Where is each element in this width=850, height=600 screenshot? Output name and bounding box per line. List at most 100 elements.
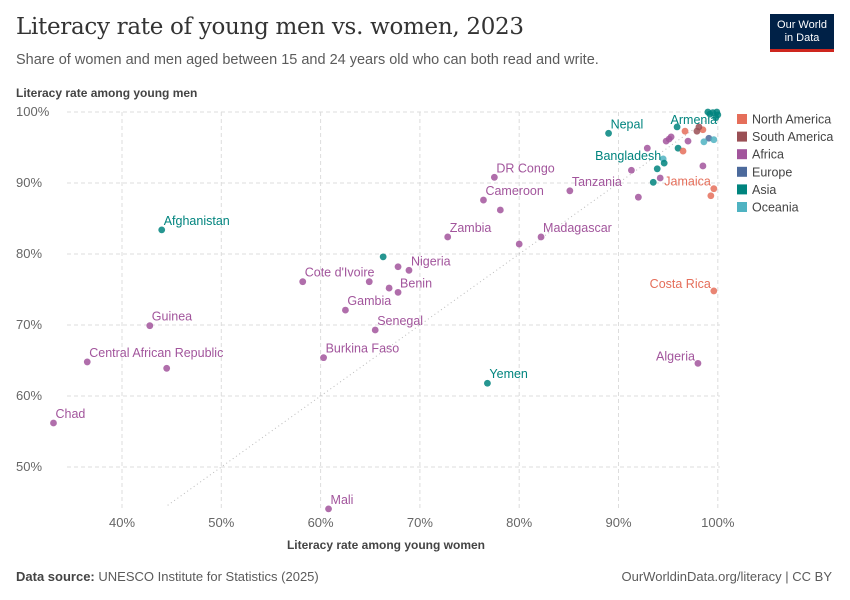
data-point[interactable] — [643, 144, 651, 152]
data-source: Data source: UNESCO Institute for Statis… — [16, 569, 319, 584]
data-point[interactable] — [634, 193, 642, 201]
point-label: Senegal — [377, 314, 423, 328]
data-point[interactable] — [656, 174, 664, 182]
x-tick-label: 50% — [208, 515, 234, 530]
point-label: DR Congo — [496, 161, 554, 175]
point-label: Burkina Faso — [326, 342, 400, 356]
data-point[interactable] — [385, 284, 393, 292]
data-point[interactable] — [679, 147, 687, 155]
data-point[interactable] — [673, 123, 681, 131]
data-point[interactable] — [710, 185, 718, 193]
data-point[interactable] — [490, 173, 498, 181]
legend-swatch — [737, 131, 747, 142]
data-point[interactable] — [496, 206, 504, 214]
owid-logo[interactable]: Our World in Data — [770, 14, 834, 52]
legend-item[interactable]: Africa — [752, 148, 784, 162]
legend-swatch — [737, 166, 747, 177]
data-point[interactable] — [628, 166, 635, 174]
data-point[interactable] — [299, 278, 307, 286]
data-point[interactable] — [325, 505, 332, 513]
data-point[interactable] — [444, 233, 452, 241]
data-point[interactable] — [667, 133, 675, 141]
x-tick-label: 70% — [407, 515, 433, 530]
data-point[interactable] — [660, 159, 668, 167]
y-tick-label: 100% — [16, 104, 50, 119]
data-point[interactable] — [700, 138, 708, 146]
point-label: Tanzania — [572, 175, 622, 189]
legend-swatch — [737, 149, 747, 160]
point-label: Guinea — [152, 310, 192, 324]
data-point[interactable] — [710, 287, 718, 295]
data-point[interactable] — [342, 306, 349, 314]
point-label: Chad — [55, 407, 85, 421]
data-point[interactable] — [158, 226, 166, 234]
legend-item[interactable]: Europe — [752, 165, 792, 179]
point-label: Jamaica — [664, 175, 711, 189]
reference-line-y-equals-x — [167, 111, 719, 506]
data-point[interactable] — [50, 419, 57, 427]
data-point[interactable] — [712, 114, 720, 122]
data-point[interactable] — [515, 240, 523, 248]
point-label: Benin — [400, 276, 432, 290]
logo-line-1: Our World — [777, 19, 827, 31]
data-point[interactable] — [371, 326, 379, 334]
x-tick-label: 90% — [605, 515, 631, 530]
data-point[interactable] — [537, 233, 545, 241]
chart-subtitle: Share of women and men aged between 15 a… — [16, 52, 599, 68]
data-point[interactable] — [379, 253, 387, 261]
source-label: Data source: — [16, 569, 95, 584]
x-tick-label: 60% — [308, 515, 334, 530]
point-label: Central African Republic — [89, 346, 223, 360]
data-point[interactable] — [695, 123, 703, 131]
data-point[interactable] — [649, 178, 657, 186]
point-label: Bangladesh — [595, 149, 661, 163]
point-label: Costa Rica — [650, 277, 711, 291]
y-tick-label: 50% — [16, 459, 42, 474]
point-label: Afghanistan — [164, 214, 230, 228]
y-tick-label: 70% — [16, 317, 42, 332]
legend-item[interactable]: Oceania — [752, 201, 799, 215]
data-point[interactable] — [83, 358, 91, 366]
source-text[interactable]: UNESCO Institute for Statistics (2025) — [98, 569, 319, 584]
point-label: Gambia — [347, 294, 391, 308]
data-point[interactable] — [405, 266, 413, 274]
data-point[interactable] — [653, 165, 661, 173]
legend-swatch — [737, 114, 747, 124]
data-point[interactable] — [605, 129, 612, 137]
data-point[interactable] — [707, 192, 715, 200]
point-label: Cameroon — [485, 184, 543, 198]
data-point[interactable] — [684, 137, 692, 145]
data-point[interactable] — [699, 162, 707, 170]
data-point[interactable] — [394, 288, 402, 296]
x-axis-label: Literacy rate among young women — [287, 538, 485, 552]
data-point[interactable] — [365, 278, 373, 286]
chart-title: Literacy rate of young men vs. women, 20… — [16, 14, 524, 40]
data-point[interactable] — [681, 127, 689, 135]
data-point[interactable] — [146, 322, 154, 330]
data-point[interactable] — [320, 354, 327, 362]
footer-link[interactable]: OurWorldinData.org/literacy | CC BY — [621, 569, 832, 584]
legend-swatch — [737, 202, 747, 212]
legend-item[interactable]: South America — [752, 130, 833, 144]
point-label: Nepal — [611, 117, 644, 131]
data-point[interactable] — [710, 136, 718, 144]
data-point[interactable] — [674, 144, 682, 152]
legend-item[interactable]: North America — [752, 113, 831, 127]
x-tick-label: 40% — [109, 515, 135, 530]
data-point[interactable] — [694, 359, 702, 367]
legend-swatch — [737, 184, 747, 195]
data-point[interactable] — [394, 263, 402, 271]
data-point[interactable] — [566, 187, 574, 195]
point-label: Algeria — [656, 349, 695, 363]
data-point[interactable] — [706, 110, 714, 118]
data-point[interactable] — [163, 364, 171, 372]
point-label: Mali — [331, 493, 354, 507]
data-point[interactable] — [484, 379, 491, 387]
legend-item[interactable]: Asia — [752, 183, 776, 197]
data-point[interactable] — [480, 196, 487, 204]
y-axis-label: Literacy rate among young men — [16, 86, 197, 100]
point-label: Zambia — [450, 221, 492, 235]
x-tick-label: 80% — [506, 515, 532, 530]
